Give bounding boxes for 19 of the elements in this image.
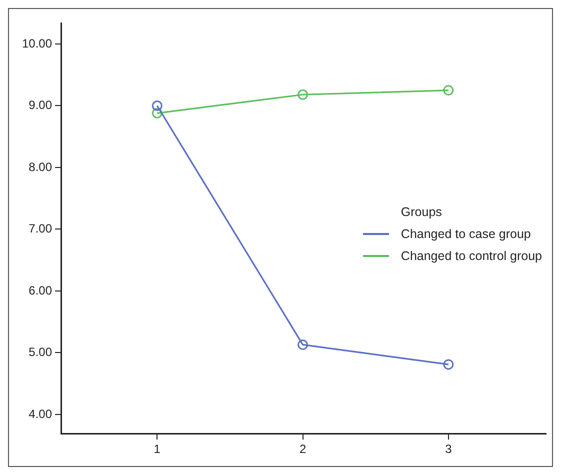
- y-tick-label: 10.00: [22, 36, 52, 50]
- y-tick-label: 5.00: [28, 345, 52, 360]
- y-tick-label: 4.00: [28, 406, 52, 421]
- y-tick-label: 9.00: [28, 98, 52, 112]
- point: [298, 339, 308, 350]
- legend-label: Changed to control group: [400, 248, 542, 262]
- x-tick-label: 3: [445, 442, 452, 456]
- point: [152, 100, 162, 111]
- point: [443, 359, 454, 370]
- point: [298, 89, 308, 100]
- legend-title: Groups: [400, 204, 443, 218]
- y-tick-label: 6.00: [28, 283, 52, 298]
- y-tick-label: 7.00: [28, 222, 52, 236]
- y-tick-label: 8.00: [28, 160, 52, 174]
- x-tick-label: 2: [299, 442, 306, 456]
- x-tick-label: 1: [154, 442, 161, 456]
- legend-label: Changed to case group: [400, 226, 531, 240]
- point: [152, 108, 162, 118]
- point: [443, 85, 454, 96]
